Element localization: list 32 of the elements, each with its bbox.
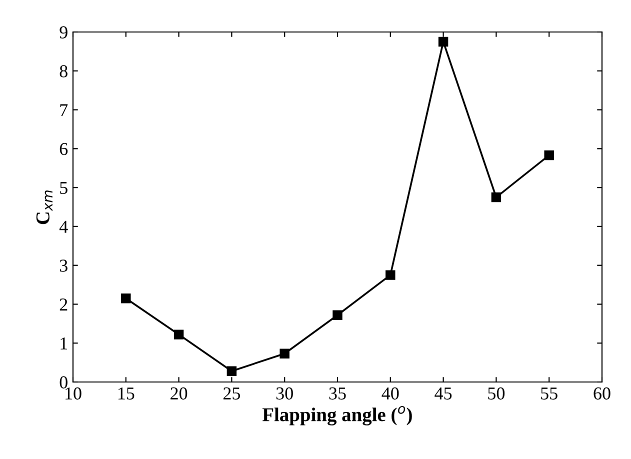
y-tick-label: 7	[60, 104, 68, 116]
x-axis-title: Flapping angle ($^{o}$)	[262, 406, 412, 426]
x-tick-label: 40	[382, 387, 399, 400]
x-tick-label: 25	[223, 387, 240, 400]
y-tick-label: 0	[60, 376, 68, 388]
y-tick-label: 5	[60, 182, 68, 194]
point	[544, 150, 554, 160]
y-axis-title: C$_{xm}$	[36, 190, 52, 224]
x-tick-label: 20	[170, 387, 188, 400]
point	[386, 270, 396, 280]
x-tick-label: 10	[66, 387, 82, 400]
point	[174, 330, 184, 340]
y-tick-label: 9	[60, 26, 68, 38]
point	[438, 36, 448, 47]
y-tick-label: 3	[60, 260, 68, 272]
x-tick-label: 30	[276, 387, 293, 400]
y-tick-label: 6	[60, 142, 68, 156]
x-tick-label: 45	[434, 388, 452, 400]
x-tick-label: 35	[329, 387, 346, 400]
y-tick-label: 8	[60, 65, 68, 78]
y-tick-label: 2	[60, 298, 68, 310]
point	[491, 192, 502, 202]
point	[226, 366, 237, 376]
x-tick-label: 15	[118, 387, 134, 400]
x-tick-label: 60	[594, 387, 610, 400]
point	[332, 310, 342, 320]
y-tick-label: 4	[59, 220, 68, 233]
x-tick-label: 55	[541, 388, 558, 400]
point	[121, 294, 131, 304]
x-tick-label: 50	[488, 387, 505, 400]
y-tick-label: 1	[60, 337, 68, 350]
point	[280, 348, 290, 358]
